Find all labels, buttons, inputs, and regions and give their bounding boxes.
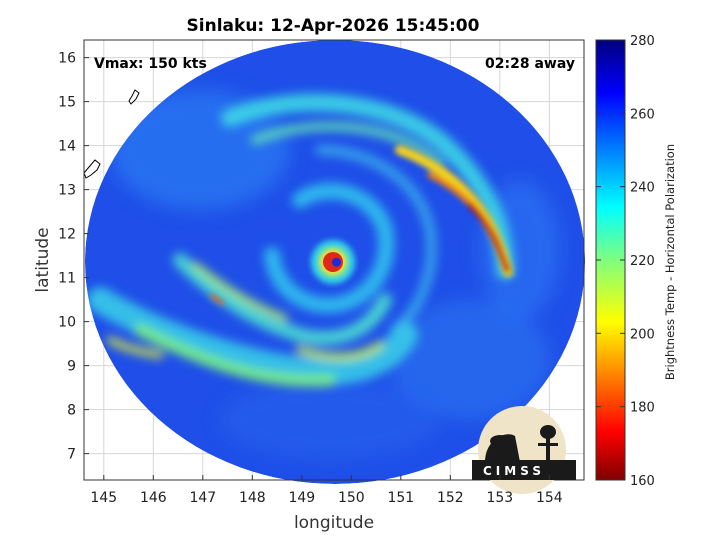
colorbar-tick-label: 240 [630, 181, 655, 196]
eyewall [311, 240, 355, 284]
rain-bands [87, 93, 514, 387]
vmax-annotation: Vmax: 150 kts [94, 56, 207, 72]
cimss-logo-text: CIMSS [483, 464, 545, 478]
x-tick-label: 146 [140, 490, 167, 506]
y-tick-label: 10 [58, 315, 76, 331]
y-tick-label: 9 [67, 359, 76, 375]
x-tick-label: 148 [239, 490, 266, 506]
colorbar-tick-label: 160 [630, 474, 655, 489]
x-tick-label: 149 [288, 490, 315, 506]
inner-band [264, 183, 395, 314]
southwest-band [87, 287, 418, 385]
y-tick-label: 16 [58, 51, 76, 67]
y-tick-label: 7 [67, 447, 76, 463]
y-axis-label: latitude [33, 227, 53, 292]
x-tick-label: 153 [486, 490, 513, 506]
storm-eye [331, 257, 341, 267]
colorbar-ticks: 280 260 240 220 200 180 160 [596, 34, 655, 489]
island-outlines [83, 89, 140, 179]
y-tick-label: 15 [58, 95, 76, 111]
y-tick-label: 11 [58, 271, 76, 287]
chart-title: Sinlaku: 12-Apr-2026 15:45:00 [187, 16, 480, 36]
x-tick-label: 151 [387, 490, 414, 506]
y-axis-ticks: 7 8 9 10 11 12 13 14 15 16 [58, 51, 89, 463]
x-tick-label: 152 [437, 490, 464, 506]
x-tick-label: 150 [338, 490, 365, 506]
x-tick-label: 147 [189, 490, 216, 506]
y-tick-label: 12 [58, 227, 76, 243]
y-tick-label: 14 [58, 139, 76, 155]
western-band [173, 253, 392, 346]
outer-east-band [221, 93, 514, 279]
colorbar-label: Brightness Temp - Horizontal Polarizatio… [663, 144, 677, 380]
colorbar-tick-label: 280 [630, 34, 655, 49]
island-guam [83, 159, 101, 179]
x-axis-ticks: 145 146 147 148 149 150 151 152 153 154 [90, 475, 563, 506]
colorbar-tick-label: 220 [630, 254, 655, 269]
colorbar-tick-label: 200 [630, 327, 655, 342]
x-axis-label: longitude [294, 513, 374, 533]
island-north [128, 89, 140, 105]
colorbar: 280 260 240 220 200 180 160 Brightness Temp - … [595, 34, 677, 489]
y-tick-label: 13 [58, 183, 76, 199]
x-tick-label: 145 [90, 490, 117, 506]
colorbar-tick-label: 260 [630, 107, 655, 122]
y-tick-label: 8 [67, 403, 76, 419]
x-tick-label: 154 [536, 490, 563, 506]
plot-area: Vmax: 150 kts 02:28 away CIMSS [83, 39, 585, 494]
cimss-logo: CIMSS [472, 406, 576, 494]
east-convective-band [210, 145, 513, 305]
time-away-annotation: 02:28 away [485, 56, 575, 72]
colorbar-tick-label: 180 [630, 401, 655, 416]
brightness-temperature-swath [85, 40, 585, 484]
plot-frame [83, 39, 585, 481]
